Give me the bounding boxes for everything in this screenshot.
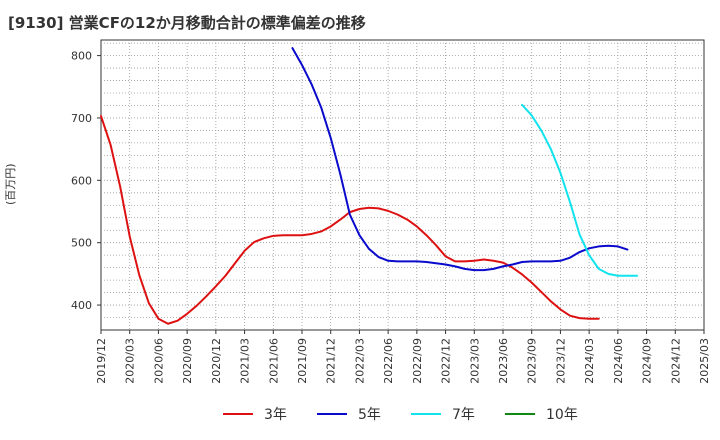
axis-layer: 400 500 600 700 800 2019/12 2020/03 2020/06 2020…: [71, 50, 711, 384]
x-tick-label: 2022/12: [440, 338, 453, 384]
x-tick-label: 2024/03: [583, 338, 596, 384]
y-tick-label: 400: [71, 299, 92, 312]
x-tick-label: 2020/03: [124, 338, 137, 384]
x-tick-label: 2020/06: [152, 338, 165, 384]
x-tick-label: 2022/09: [411, 338, 424, 384]
x-tick-label: 2024/06: [612, 338, 625, 384]
series-line-7年: [521, 103, 638, 277]
x-tick-label: 2024/09: [641, 338, 654, 384]
x-tick-label: 2019/12: [95, 338, 108, 384]
x-tick-label: 2020/12: [210, 338, 223, 384]
series-line-5年: [291, 47, 629, 272]
x-tick-label: 2021/03: [239, 338, 252, 384]
x-tick-label: 2024/12: [669, 338, 682, 384]
y-tick-label: 700: [71, 112, 92, 125]
x-tick-label: 2021/12: [325, 338, 338, 384]
x-tick-label: 2022/03: [353, 338, 366, 384]
x-tick-label: 2023/09: [526, 338, 539, 384]
y-tick-label: 800: [71, 50, 92, 63]
legend: 3年 5年 7年 10年: [223, 407, 578, 423]
x-tick-label: 2021/06: [267, 338, 280, 384]
x-tick-label: 2023/06: [497, 338, 510, 384]
y-tick-label: 600: [71, 174, 92, 187]
x-tick-label: 2022/06: [382, 338, 395, 384]
legend-label: 10年: [546, 407, 578, 423]
legend-label: 5年: [358, 407, 381, 423]
x-tick-label: 2023/03: [468, 338, 481, 384]
series-layer: [100, 47, 638, 325]
x-tick-label: 2020/09: [181, 338, 194, 384]
legend-label: 3年: [264, 407, 287, 423]
y-tick-label: 500: [71, 237, 92, 250]
x-tick-label: 2025/03: [698, 338, 711, 384]
chart-title: [9130] 営業CFの12か月移動合計の標準偏差の推移: [8, 14, 366, 32]
grid-layer: [101, 40, 704, 330]
legend-label: 7年: [452, 407, 475, 423]
x-tick-label: 2023/12: [554, 338, 567, 384]
plot-frame: [100, 39, 705, 331]
x-tick-label: 2021/09: [296, 338, 309, 384]
